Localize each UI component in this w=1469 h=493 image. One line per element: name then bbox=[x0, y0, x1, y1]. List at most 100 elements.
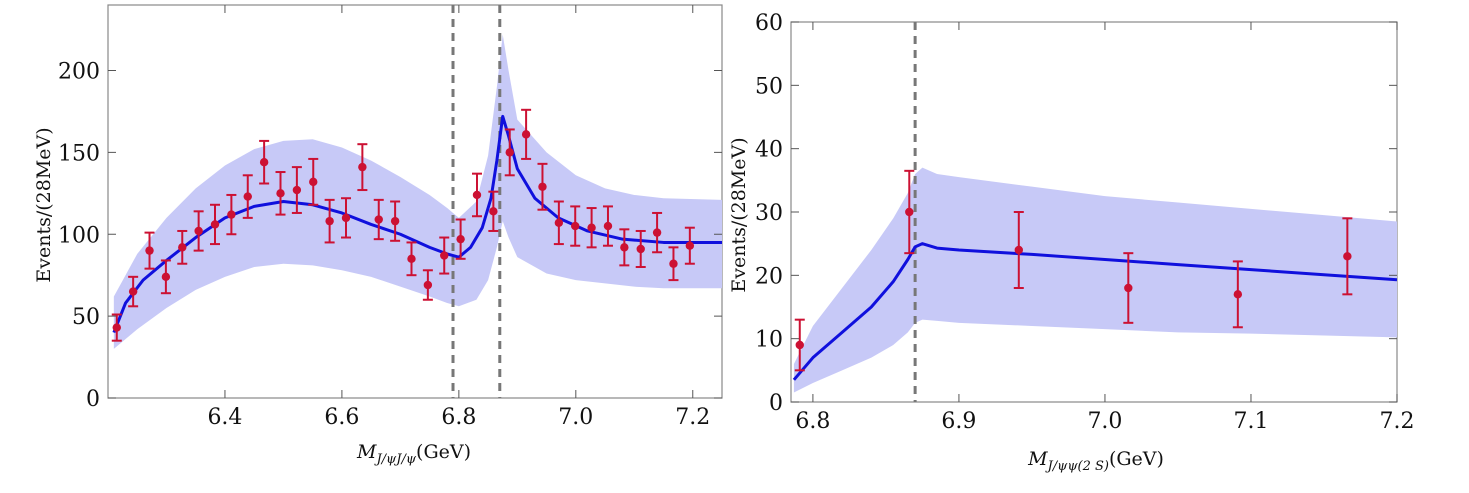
data-point bbox=[684, 226, 695, 265]
data-marker bbox=[374, 215, 383, 224]
y-ticks-right: 0 10 20 30 40 50 60 bbox=[755, 11, 1397, 416]
data-marker bbox=[145, 246, 154, 255]
data-marker bbox=[669, 259, 678, 268]
data-point bbox=[275, 171, 286, 216]
fit-line bbox=[112, 114, 722, 334]
data-point bbox=[602, 205, 613, 247]
x-axis-label-unit-right: (GeV) bbox=[1109, 448, 1164, 470]
data-marker bbox=[407, 254, 416, 264]
y-tick-label: 40 bbox=[755, 138, 783, 163]
fit-curve-right bbox=[792, 242, 1398, 381]
data-marker bbox=[194, 226, 203, 236]
data-point bbox=[586, 207, 597, 249]
data-points-left bbox=[111, 108, 695, 342]
data-point bbox=[553, 200, 564, 246]
data-marker bbox=[178, 243, 187, 252]
data-point bbox=[128, 275, 139, 308]
data-point bbox=[904, 169, 915, 255]
x-axis-label-sub-right: J/ψψ(2 S) bbox=[1045, 459, 1109, 474]
y-tick-label: 50 bbox=[755, 74, 783, 99]
x-tick-label: 7.0 bbox=[1087, 409, 1122, 434]
data-point bbox=[160, 259, 171, 295]
data-marker bbox=[341, 213, 351, 223]
data-marker bbox=[423, 280, 433, 290]
data-point bbox=[242, 174, 253, 219]
data-marker bbox=[587, 223, 596, 232]
data-point bbox=[794, 318, 805, 372]
data-point bbox=[111, 313, 122, 342]
data-marker bbox=[571, 221, 580, 231]
data-marker bbox=[276, 189, 285, 198]
y-tick-label: 50 bbox=[72, 305, 100, 330]
x-axis-label-left: MJ/ψJ/ψ(GeV) bbox=[356, 441, 471, 467]
data-marker bbox=[210, 220, 220, 229]
threshold-lines-left bbox=[451, 5, 502, 398]
data-marker bbox=[620, 243, 629, 252]
x-tick-label: 6.8 bbox=[441, 405, 476, 430]
data-point bbox=[324, 198, 335, 244]
y-ticks-left: 0 50 100 150 200 bbox=[58, 60, 722, 412]
data-marker bbox=[390, 216, 400, 226]
data-marker bbox=[1014, 245, 1023, 255]
data-marker bbox=[795, 340, 804, 350]
data-marker bbox=[685, 241, 695, 250]
y-tick-label: 150 bbox=[58, 141, 100, 166]
data-marker bbox=[128, 287, 138, 296]
data-point bbox=[1123, 252, 1134, 324]
data-point bbox=[259, 139, 270, 185]
y-tick-label: 0 bbox=[769, 391, 783, 416]
data-point bbox=[537, 162, 548, 211]
data-marker bbox=[489, 207, 498, 216]
x-tick-label: 6.8 bbox=[795, 409, 830, 434]
y-tick-label: 10 bbox=[755, 328, 783, 353]
panel-left: 6.4 6.6 6.8 7.0 7.2 0 50 100 150 200 Events/(28M… bbox=[33, 4, 723, 467]
data-point bbox=[504, 128, 515, 177]
data-marker bbox=[259, 158, 269, 167]
data-point bbox=[210, 203, 221, 246]
data-marker bbox=[325, 216, 334, 226]
y-tick-label: 0 bbox=[86, 387, 100, 412]
data-point bbox=[226, 193, 237, 236]
fit-curve-left bbox=[112, 114, 722, 334]
data-marker bbox=[292, 185, 302, 195]
fit-line bbox=[792, 242, 1398, 381]
y-tick-label: 100 bbox=[58, 223, 100, 248]
data-marker bbox=[905, 207, 914, 217]
x-axis-label-unit-left: (GeV) bbox=[416, 441, 471, 463]
x-tick-label: 7.2 bbox=[1380, 409, 1415, 434]
data-marker bbox=[1343, 252, 1352, 261]
x-tick-label: 7.1 bbox=[1233, 409, 1268, 434]
x-ticks-left: 6.4 6.6 6.8 7.0 7.2 bbox=[207, 5, 710, 430]
data-marker bbox=[538, 182, 547, 191]
data-marker bbox=[112, 323, 121, 332]
data-point bbox=[488, 190, 499, 232]
data-marker bbox=[554, 218, 564, 227]
x-tick-label: 7.2 bbox=[675, 405, 710, 430]
data-point bbox=[390, 200, 401, 242]
x-tick-label: 6.6 bbox=[324, 405, 359, 430]
data-point bbox=[193, 210, 204, 252]
data-point bbox=[652, 211, 663, 254]
data-point bbox=[521, 108, 532, 160]
y-tick-label: 20 bbox=[755, 264, 783, 289]
data-marker bbox=[505, 148, 514, 157]
data-point bbox=[635, 229, 646, 268]
x-axis-label-main-right: M bbox=[1027, 448, 1048, 470]
data-point bbox=[1342, 217, 1353, 296]
data-point bbox=[570, 205, 581, 247]
data-point bbox=[668, 246, 679, 282]
data-marker bbox=[1124, 283, 1133, 293]
data-point bbox=[619, 228, 630, 267]
data-point bbox=[357, 143, 368, 192]
data-point bbox=[177, 229, 188, 265]
data-point bbox=[1013, 211, 1024, 289]
y-tick-label: 200 bbox=[58, 60, 100, 85]
data-marker bbox=[227, 210, 236, 219]
y-tick-label: 60 bbox=[755, 11, 783, 36]
data-point bbox=[1232, 260, 1243, 329]
x-tick-label: 6.9 bbox=[941, 409, 976, 434]
data-marker bbox=[243, 192, 252, 201]
x-axis-label-sub-left: J/ψJ/ψ bbox=[373, 452, 416, 467]
data-point bbox=[340, 197, 351, 239]
